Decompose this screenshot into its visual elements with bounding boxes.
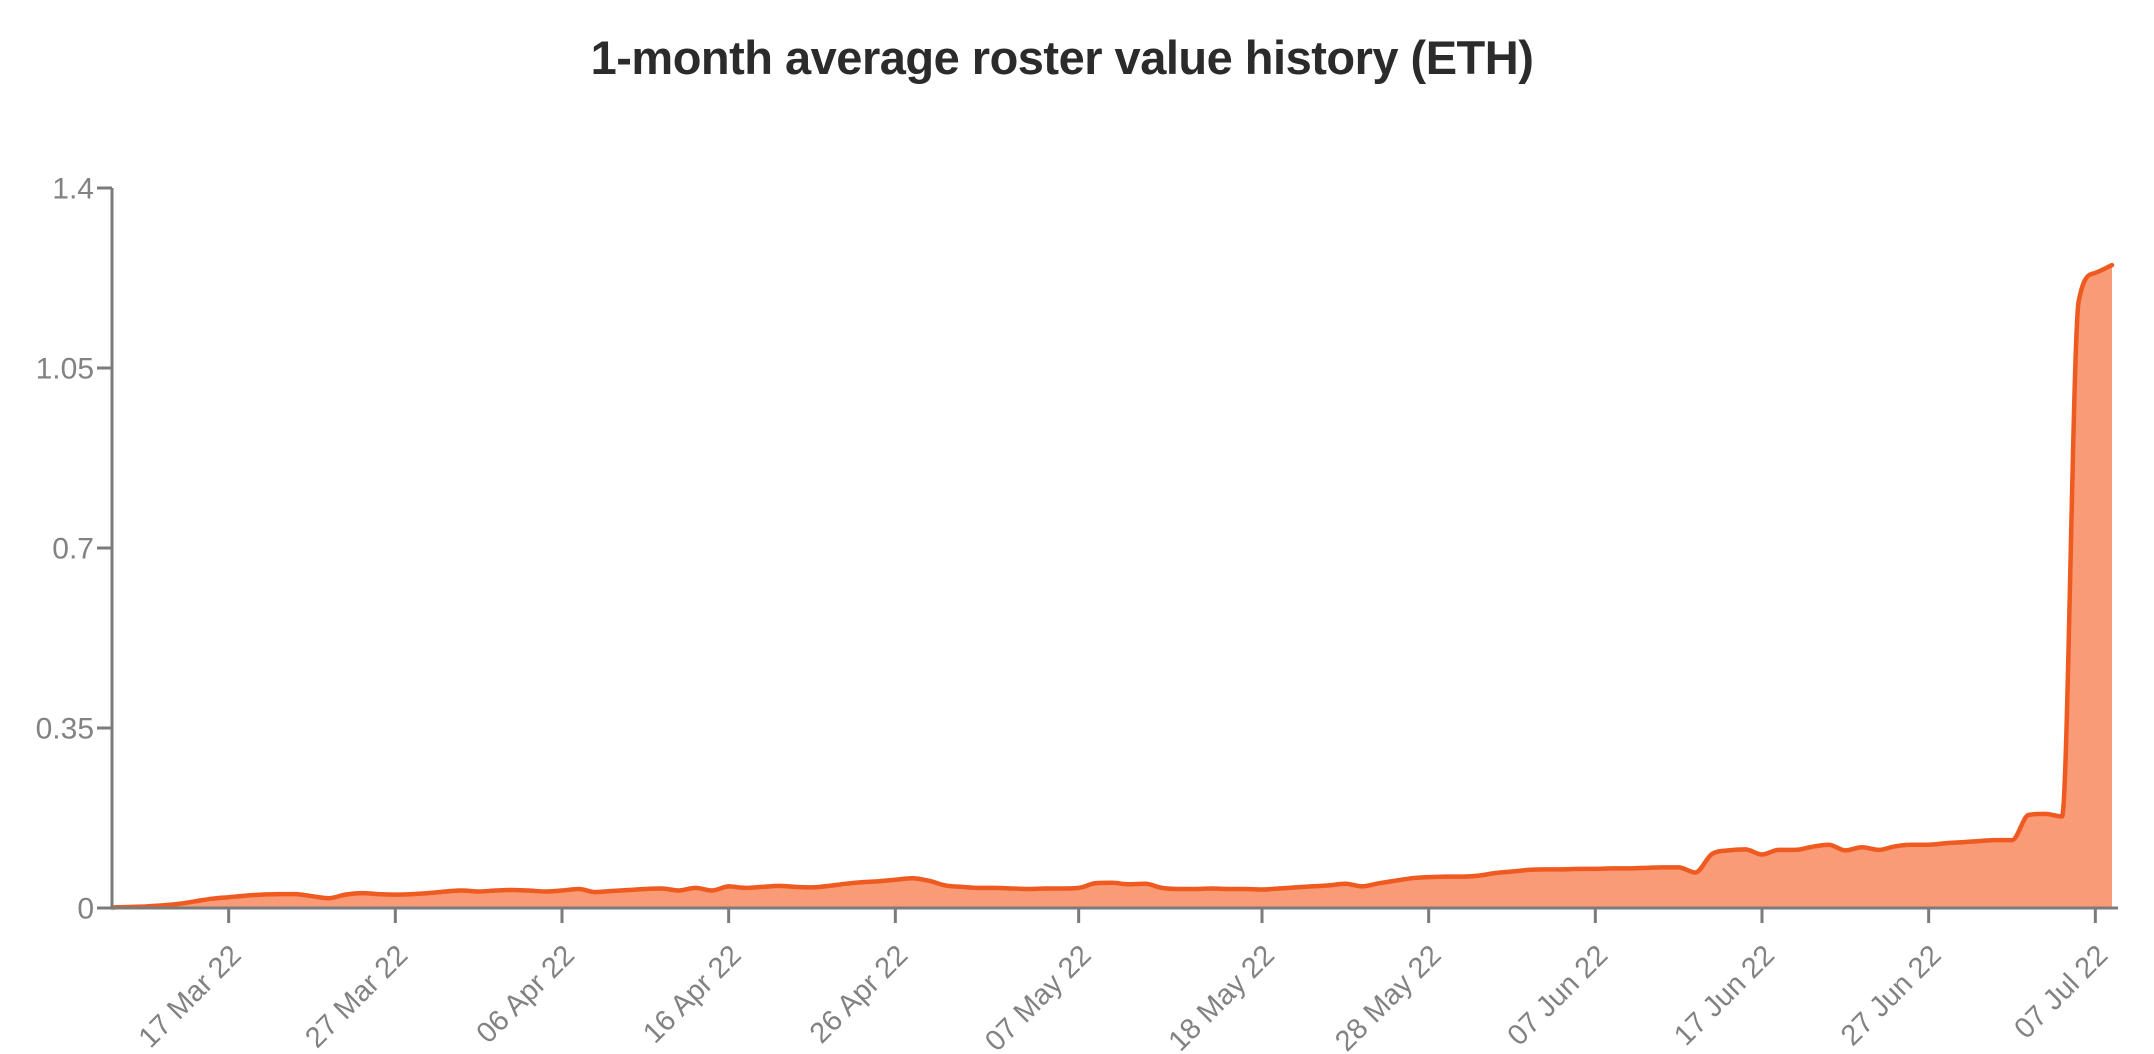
x-tick-label: 07 May 22: [979, 939, 1097, 1054]
y-tick-label: 0.35: [36, 713, 94, 746]
y-tick-label: 0: [77, 893, 94, 926]
x-tick-label: 07 Jul 22: [2008, 939, 2114, 1045]
x-tick-label: 26 Apr 22: [804, 939, 914, 1049]
x-tick-label: 18 May 22: [1163, 939, 1281, 1054]
x-tick-label: 16 Apr 22: [637, 939, 747, 1049]
y-tick-label: 1.4: [52, 173, 94, 206]
x-tick-label: 27 Jun 22: [1835, 939, 1948, 1052]
x-tick-label: 06 Apr 22: [471, 939, 581, 1049]
x-tick-label: 07 Jun 22: [1502, 939, 1615, 1052]
y-tick-label: 0.7: [52, 533, 94, 566]
area-line: [109, 262, 2115, 910]
y-tick-label: 1.05: [36, 353, 94, 386]
x-tick-label: 28 May 22: [1329, 939, 1447, 1054]
area-fill: [112, 265, 2112, 909]
x-tick-label: 17 Mar 22: [133, 939, 248, 1054]
chart-title: 1-month average roster value history (ET…: [590, 31, 1534, 84]
x-tick-label: 27 Mar 22: [299, 939, 414, 1054]
plot-area: [109, 262, 2115, 910]
x-tick-label: 17 Jun 22: [1668, 939, 1781, 1052]
axes: 0 0.35 0.7 1.05 1.4 17 Mar 22 27 Mar 22 06 Apr …: [36, 173, 2118, 1054]
